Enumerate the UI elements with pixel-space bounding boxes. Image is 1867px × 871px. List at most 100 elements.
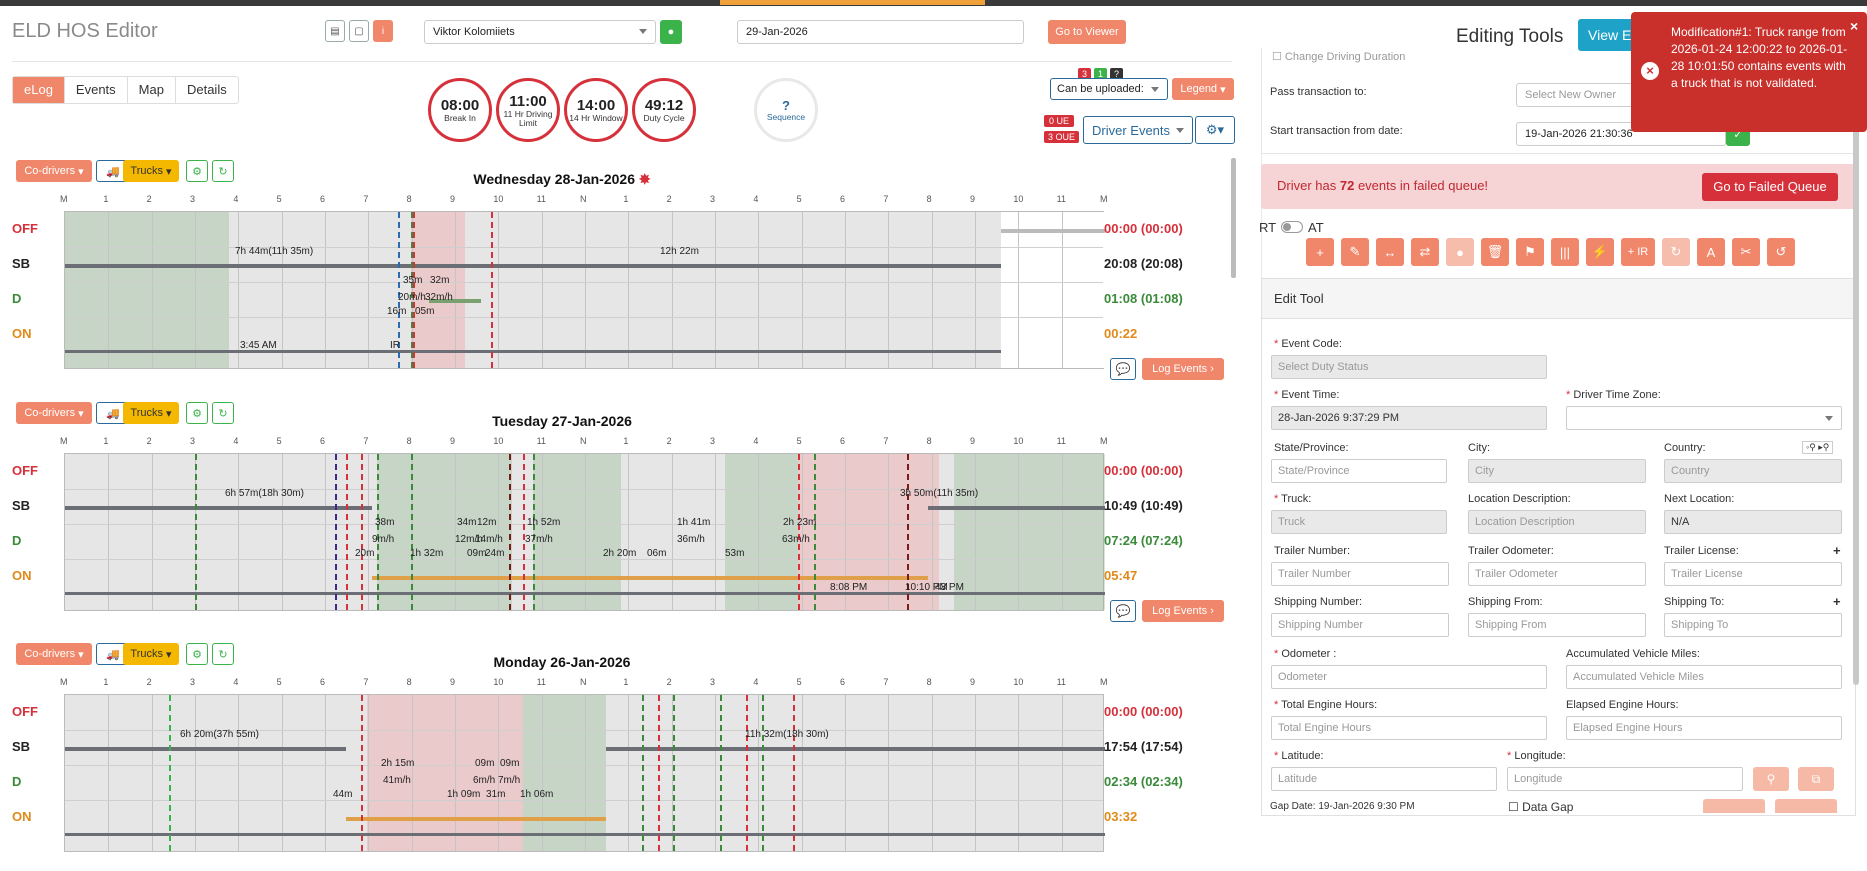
trailer-lic-input[interactable]: Trailer License [1664,562,1842,586]
driver-events-select[interactable]: Driver Events [1083,116,1193,144]
eng-hours-input[interactable]: Total Engine Hours [1271,716,1547,740]
ship-num-input[interactable]: Shipping Number [1271,613,1449,637]
location-pins-icon[interactable]: ◦⚲ ▸⚲ [1802,441,1834,454]
trucks-button[interactable]: Trucks ▾ [123,402,179,424]
columns-icon[interactable]: ||| [1551,238,1579,266]
sync-icon[interactable]: ↻ [212,402,234,424]
group-icon[interactable]: ⚑ [1516,238,1544,266]
add-shipping-icon[interactable]: + [1833,594,1841,609]
driver-select[interactable]: Viktor Kolomiiets [424,20,656,44]
left-scrollbar[interactable] [1231,158,1236,278]
event-marker[interactable] [793,695,795,851]
truck-select[interactable]: Truck [1271,510,1447,534]
gap-action-button-2[interactable] [1775,799,1837,813]
swap-icon[interactable]: ⇄ [1411,238,1439,266]
event-marker[interactable] [673,695,676,851]
trailer-odo-input[interactable]: Trailer Odometer [1468,562,1646,586]
event-marker[interactable] [657,695,660,851]
odometer-input[interactable]: Odometer [1271,665,1547,689]
event-marker[interactable] [345,454,348,610]
sync-icon[interactable]: ↻ [212,160,234,182]
event-marker[interactable] [813,454,816,610]
trucks-button[interactable]: Trucks ▾ [123,160,179,182]
add-trailer-icon[interactable]: + [1833,543,1841,558]
resize-icon[interactable]: ↔ [1376,238,1404,266]
data-gap-checkbox[interactable]: ☐ Data Gap [1508,800,1574,814]
event-marker[interactable] [377,454,379,610]
log-events-button[interactable]: Log Events › [1142,358,1224,380]
elapsed-input[interactable]: Elapsed Engine Hours [1566,716,1842,740]
truck-icon[interactable]: 🚚 [96,160,130,182]
view-button[interactable]: View E [1578,19,1638,51]
add-event-icon[interactable]: + [1306,238,1334,266]
info-icon[interactable]: i [373,20,393,42]
ship-to-input[interactable]: Shipping To [1664,613,1842,637]
event-marker[interactable] [761,695,764,851]
copy-coords-button[interactable]: ⧉ [1798,767,1834,791]
event-marker[interactable] [195,454,197,610]
event-marker[interactable] [533,454,535,610]
city-input[interactable]: City [1468,459,1646,483]
sync-icon[interactable]: ↻ [212,643,234,665]
co-drivers-button[interactable]: Co-drivers ▾ [16,402,92,424]
log-events-button[interactable]: Log Events › [1142,600,1224,622]
event-marker[interactable] [509,454,512,610]
user-icon[interactable]: ● [1446,238,1474,266]
card-view-icon[interactable]: ▢ [349,20,369,42]
delete-icon[interactable]: 🗑 [1481,238,1509,266]
legend-button[interactable]: Legend ▾ [1172,78,1234,100]
co-drivers-button[interactable]: Co-drivers ▾ [16,160,92,182]
go-to-viewer-button[interactable]: Go to Viewer [1048,20,1126,44]
event-marker[interactable] [491,212,494,368]
event-time-input[interactable]: 28-Jan-2026 9:37:29 PM [1271,406,1547,430]
map-pin-button[interactable]: ⚲ [1753,767,1789,791]
tab-events[interactable]: Events [65,77,128,103]
state-select[interactable]: State/Province [1271,459,1447,483]
event-marker[interactable] [642,695,645,851]
list-view-icon[interactable]: ▤ [325,20,345,42]
ship-from-input[interactable]: Shipping From [1468,613,1646,637]
event-marker[interactable] [907,454,910,610]
comment-icon[interactable]: 💬 [1110,358,1136,380]
event-marker[interactable] [798,454,801,610]
magic-wand-icon[interactable]: ⚡ [1586,238,1614,266]
trailer-num-input[interactable]: Trailer Number [1271,562,1449,586]
driver-profile-button[interactable]: ● [660,20,682,44]
engine-icon[interactable]: ⚙ [186,402,208,424]
next-loc-input[interactable]: N/A [1664,510,1842,534]
go-failed-queue-button[interactable]: Go to Failed Queue [1702,173,1838,201]
add-ir-button[interactable]: + IR [1621,238,1655,266]
tab-elog[interactable]: eLog [13,77,65,103]
event-marker[interactable] [411,454,414,610]
event-marker[interactable] [522,454,525,610]
right-scrollbar[interactable] [1853,60,1859,685]
tab-details[interactable]: Details [186,82,227,97]
loc-desc-input[interactable]: Location Description [1468,510,1646,534]
tab-map[interactable]: Map [128,77,176,103]
country-input[interactable]: Country [1664,459,1842,483]
trucks-button[interactable]: Trucks ▾ [123,643,179,665]
lat-input[interactable]: Latitude [1271,767,1497,791]
settings-menu-button[interactable]: ⚙▾ [1195,116,1235,144]
refresh-icon[interactable]: ↻ [1662,238,1690,266]
event-marker[interactable] [397,212,400,368]
event-marker[interactable] [361,454,364,610]
lon-input[interactable]: Longitude [1507,767,1743,791]
edit-pencil-icon[interactable]: ✎ [1341,238,1369,266]
gap-action-button-1[interactable] [1703,799,1765,813]
scissors-icon[interactable]: ✂ [1732,238,1760,266]
engine-icon[interactable]: ⚙ [186,643,208,665]
event-code-select[interactable]: Select Duty Status [1271,355,1547,379]
date-input[interactable]: 29-Jan-2026 [737,20,1024,44]
event-marker[interactable] [411,212,414,368]
engine-icon[interactable]: ⚙ [186,160,208,182]
undo-icon[interactable]: ↺ [1767,238,1795,266]
co-drivers-button[interactable]: Co-drivers ▾ [16,643,92,665]
event-marker[interactable] [720,695,723,851]
comment-icon[interactable]: 💬 [1110,600,1136,622]
acc-miles-input[interactable]: Accumulated Vehicle Miles [1566,665,1842,689]
driver-tz-select[interactable] [1566,406,1842,430]
toast-close-button[interactable]: × [1850,18,1859,34]
event-marker[interactable] [169,695,171,851]
event-marker[interactable] [335,454,338,610]
